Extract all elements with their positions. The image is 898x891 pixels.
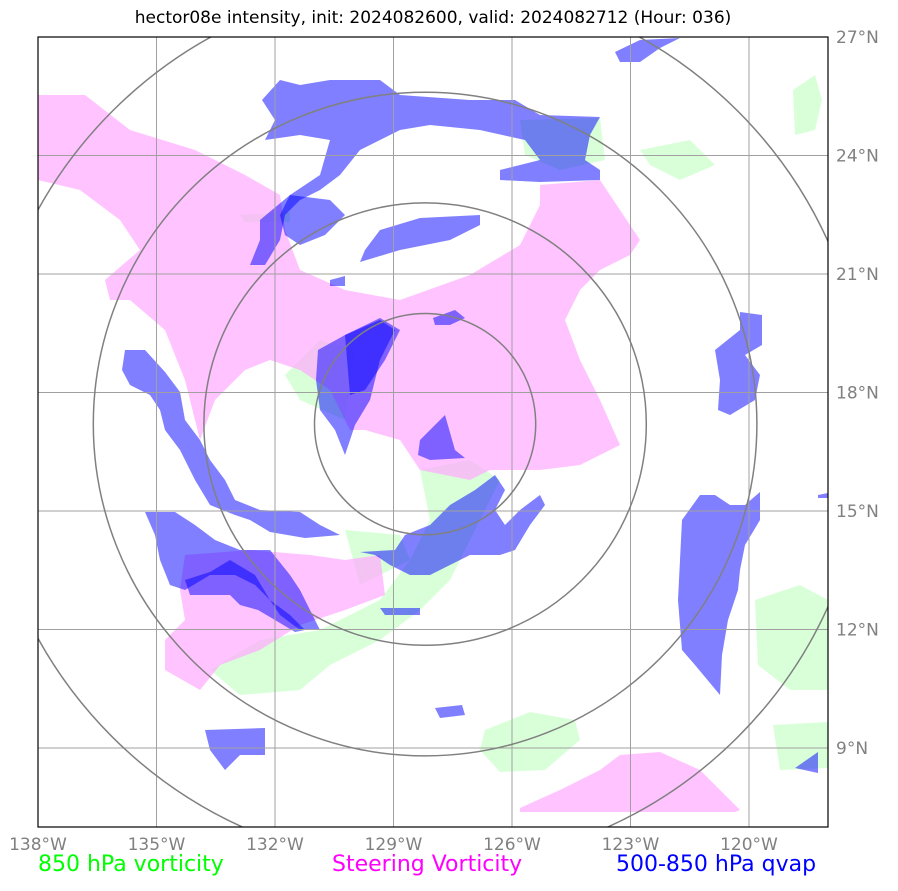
latitude-tick-label: 12°N <box>836 621 879 641</box>
range-ring <box>92 91 758 757</box>
latitude-tick-label: 15°N <box>836 502 879 522</box>
range-rings <box>38 37 828 827</box>
longitude-tick-labels: 138°W 135°W 132°W 129°W 126°W 123°W 120°W <box>9 835 778 855</box>
map-frame <box>37 36 829 828</box>
latitude-tick-labels: 27°N 24°N 21°N 18°N 15°N 12°N 9°N <box>836 28 879 759</box>
map-title: hector08e intensity, init: 2024082600, v… <box>134 8 732 28</box>
steering-vorticity-layer <box>38 95 740 812</box>
legend-qvap: 500-850 hPa qvap <box>616 852 817 877</box>
latitude-tick-label: 24°N <box>836 147 879 167</box>
latitude-tick-label: 9°N <box>836 739 868 759</box>
range-ring <box>313 312 537 536</box>
longitude-tick-label: 135°W <box>128 835 186 855</box>
longitude-tick-label: 123°W <box>602 835 660 855</box>
longitude-tick-label: 126°W <box>483 835 541 855</box>
latitude-tick-label: 27°N <box>836 28 879 48</box>
longitude-tick-label: 132°W <box>246 835 304 855</box>
latitude-tick-label: 21°N <box>836 265 879 285</box>
longitude-tick-label: 120°W <box>720 835 778 855</box>
legend-850-vorticity: 850 hPa vorticity <box>38 852 224 877</box>
latitude-tick-label: 18°N <box>836 384 879 404</box>
longitude-tick-label: 129°W <box>365 835 423 855</box>
legend-steering-vorticity: Steering Vorticity <box>332 852 523 877</box>
longitude-tick-label: 138°W <box>9 835 67 855</box>
range-ring <box>203 202 648 647</box>
graticule <box>38 37 828 827</box>
